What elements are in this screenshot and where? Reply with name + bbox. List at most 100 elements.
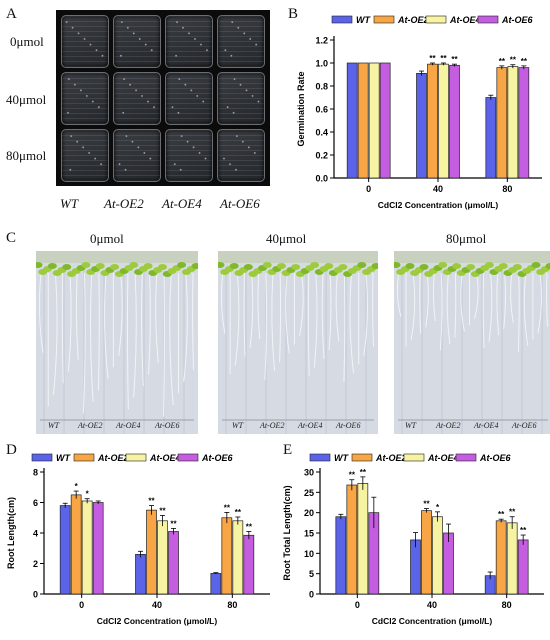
seedling-leaf <box>405 263 415 269</box>
significance-label: ** <box>159 506 166 515</box>
root-strand <box>425 272 429 328</box>
legend-label: At-OE6 <box>201 453 233 463</box>
seedling-photo-0 <box>36 251 198 434</box>
bar-at-oe6 <box>449 64 460 179</box>
x-axis-label: CdCl2 Concentration (μmol/L) <box>97 616 218 626</box>
root-strand <box>503 272 507 330</box>
seedling-leaf <box>438 262 448 268</box>
significance-label: * <box>75 482 79 491</box>
bar-at-oe2 <box>427 63 438 179</box>
seedling-leaf <box>36 262 43 268</box>
bar-at-oe2 <box>221 517 233 595</box>
bar-at-oe4 <box>357 483 369 595</box>
root-strand <box>97 272 100 391</box>
root-strand <box>249 272 254 348</box>
root-strand <box>141 272 144 387</box>
y-tick-label: 0.6 <box>315 105 328 115</box>
root-strand <box>38 272 44 353</box>
bar-at-oe6 <box>443 532 454 595</box>
seedling-leaf <box>129 262 139 268</box>
significance-label: ** <box>499 57 506 66</box>
dish-genotype-label-oe6: At-OE6 <box>220 196 260 211</box>
root-strand <box>432 272 436 322</box>
root-strand <box>372 272 374 347</box>
seedling-leaf <box>484 262 494 268</box>
seedling-leaf <box>310 262 320 268</box>
root-strand <box>510 272 514 323</box>
y-tick-label: 20 <box>304 508 314 518</box>
seedling-leaf <box>498 263 508 269</box>
petri-dish <box>165 15 213 68</box>
significance-label: ** <box>521 57 528 66</box>
seedling-leaf <box>62 264 72 270</box>
root-strand <box>335 272 340 342</box>
root-strand <box>285 272 290 354</box>
root-strand <box>482 272 485 349</box>
seedling-photo-40 <box>218 251 378 434</box>
x-tick-label: 80 <box>502 184 512 194</box>
seedling-leaf <box>81 262 91 268</box>
seedling-leaf <box>191 263 198 269</box>
bar-at-oe6 <box>518 67 530 179</box>
root-strand <box>307 272 310 377</box>
legend-label: At-OE4 <box>449 15 481 25</box>
significance-label: ** <box>510 56 517 65</box>
seedling-leaf <box>218 262 225 268</box>
plate-top <box>218 251 378 263</box>
petri-dish <box>165 129 213 182</box>
seedling-caption: WT <box>405 421 417 430</box>
root-strand <box>410 272 416 341</box>
root-strand <box>126 272 129 410</box>
bar-at-oe2 <box>495 520 507 595</box>
x-tick-label: 40 <box>433 184 443 194</box>
seedling-caption: WT <box>232 421 244 430</box>
root-strand <box>517 272 520 353</box>
bar-at-oe6 <box>168 531 179 595</box>
petri-dish <box>113 129 161 182</box>
legend-swatch <box>455 453 477 462</box>
y-tick-label: 4 <box>33 529 38 539</box>
significance-label: ** <box>360 468 367 477</box>
seedling-caption: WT <box>48 421 60 430</box>
panel-c-letter: C <box>6 230 17 246</box>
seedling-leaf <box>512 264 522 270</box>
root-strand <box>396 272 402 318</box>
legend-label: At-OE6 <box>479 453 511 463</box>
bar-at-oe4 <box>507 66 519 179</box>
seedling-photo-80 <box>394 251 550 434</box>
seedling-leaf <box>357 262 367 268</box>
legend-label: At-OE6 <box>501 15 533 25</box>
petri-dish <box>61 129 109 182</box>
root-strand <box>523 272 529 346</box>
significance-label: ** <box>440 54 447 63</box>
seedling-caption: At-OE4 <box>116 421 141 430</box>
bar-wt <box>416 72 427 179</box>
root-strand <box>148 272 151 375</box>
panel-d-letter: D <box>6 442 17 458</box>
significance-label: ** <box>498 510 505 519</box>
legend-label: At-OE4 <box>149 453 181 463</box>
petri-dish <box>61 72 109 125</box>
root-strand <box>419 272 422 334</box>
root-strand <box>192 272 194 371</box>
bar-wt <box>135 553 146 595</box>
x-axis-label: CdCl2 Concentration (μmol/L) <box>378 200 499 210</box>
legend-label: WT <box>356 15 371 25</box>
y-tick-label: 0.0 <box>315 174 328 184</box>
root-strand <box>446 272 451 345</box>
legend-label: WT <box>56 453 71 463</box>
root-strand <box>264 272 268 380</box>
legend-label: At-OE2 <box>375 453 407 463</box>
seedling-leaf <box>177 262 187 268</box>
seedling-photo-title-0: 0μmol <box>90 231 124 246</box>
bar-wt <box>485 97 497 179</box>
root-strand <box>155 272 159 363</box>
agar-glare <box>36 251 198 434</box>
root-strand <box>234 272 240 366</box>
y-tick-label: 15 <box>304 529 314 539</box>
y-tick-label: 8 <box>33 468 38 478</box>
legend-swatch <box>331 15 353 24</box>
y-tick-label: 1.2 <box>315 36 328 46</box>
legend-swatch <box>425 15 447 24</box>
